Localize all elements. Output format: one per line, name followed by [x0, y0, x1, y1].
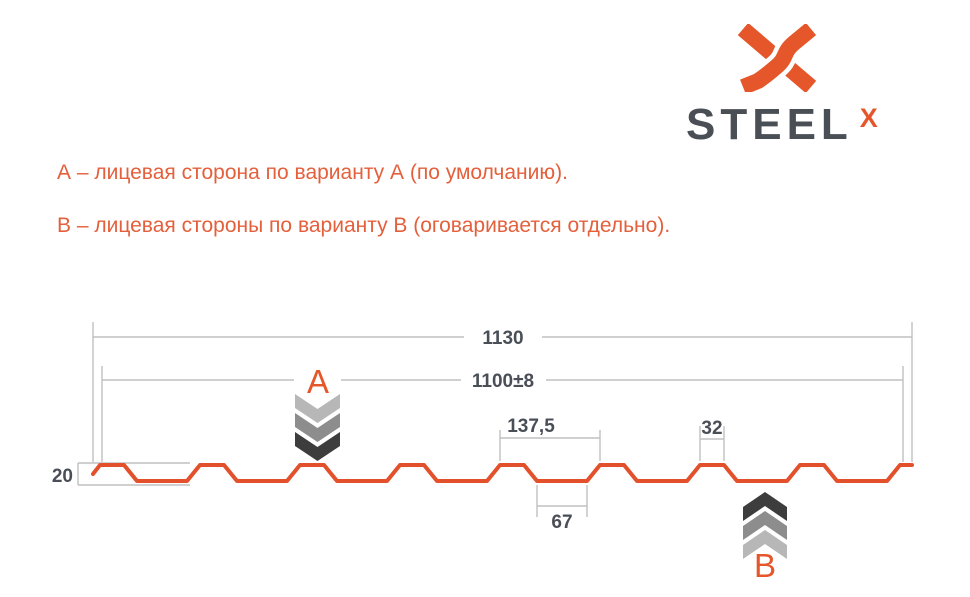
dimension-rib-top: 32	[699, 418, 725, 461]
steelx-logo-icon	[737, 24, 819, 92]
marker-a-letter: А	[307, 363, 329, 400]
note-variant-b: В – лицевая стороны по варианту В (огова…	[57, 214, 671, 237]
chevron-up-icon	[743, 492, 787, 521]
marker-b-letter: В	[754, 547, 776, 584]
dimension-working-width: 1100±8	[101, 366, 904, 462]
brand-superscript-x: X	[859, 103, 878, 133]
logo-x-weave	[740, 24, 817, 92]
note-variant-a: А – лицевая сторона по варианту А (по ум…	[57, 161, 568, 184]
brand-name: STEEL	[686, 100, 853, 149]
dimension-overall-width: 1130	[92, 322, 913, 462]
dim-label-1100: 1100±8	[472, 371, 534, 392]
dim-label-20: 20	[52, 466, 73, 487]
dim-label-1130: 1130	[482, 328, 523, 349]
dim-label-137-5: 137,5	[507, 416, 555, 437]
dimension-height: 20	[52, 462, 190, 487]
chevron-up-icon	[743, 530, 787, 559]
dim-label-32: 32	[701, 418, 722, 439]
dimension-pitch: 137,5	[499, 416, 601, 461]
sheet-profile-outline	[91, 463, 914, 483]
marker-b: В	[743, 492, 787, 584]
chevron-down-icon	[295, 413, 340, 442]
marker-a: А	[295, 363, 340, 461]
dimension-valley: 67	[536, 485, 588, 533]
logo-wordmark: STEEL X	[686, 103, 878, 147]
chevron-up-icon	[743, 511, 787, 540]
dim-label-67: 67	[551, 512, 572, 533]
chevron-down-icon	[295, 432, 340, 461]
chevron-down-icon	[295, 394, 340, 423]
